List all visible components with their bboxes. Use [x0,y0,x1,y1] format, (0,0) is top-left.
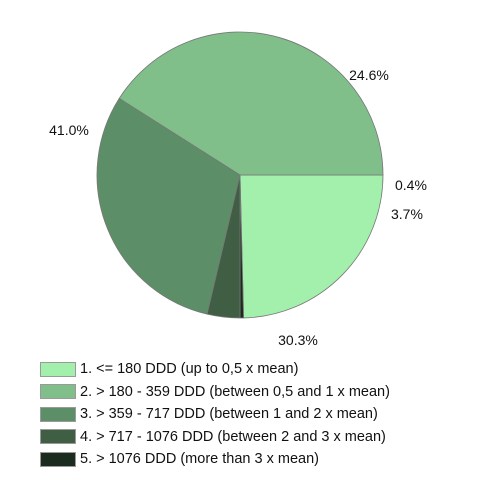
legend-label: 2. > 180 - 359 DDD (between 0,5 and 1 x … [80,383,390,400]
legend-swatch [40,429,76,445]
pie-data-label: 41.0% [49,122,89,138]
legend-swatch [40,361,76,377]
legend-item: 5. > 1076 DDD (more than 3 x mean) [40,448,390,471]
legend-swatch [40,384,76,400]
pie-data-label: 30.3% [278,332,318,348]
chart-legend: 1. <= 180 DDD (up to 0,5 x mean) 2. > 180… [40,358,390,471]
pie-data-labels: 24.6% 0.4% 3.7% 30.3% 41.0% [49,67,427,348]
legend-label: 4. > 717 - 1076 DDD (between 2 and 3 x m… [80,428,386,445]
legend-swatch [40,451,76,467]
legend-item: 3. > 359 - 717 DDD (between 1 and 2 x me… [40,403,390,426]
pie-chart: 24.6% 0.4% 3.7% 30.3% 41.0% [49,31,427,348]
legend-item: 1. <= 180 DDD (up to 0,5 x mean) [40,358,390,381]
legend-label: 5. > 1076 DDD (more than 3 x mean) [80,451,319,468]
legend-label: 1. <= 180 DDD (up to 0,5 x mean) [80,361,299,378]
pie-data-label: 24.6% [349,67,389,83]
legend-swatch [40,406,76,422]
legend-item: 4. > 717 - 1076 DDD (between 2 and 3 x m… [40,426,390,449]
legend-label: 3. > 359 - 717 DDD (between 1 and 2 x me… [80,406,378,423]
pie-slice [118,31,384,176]
pie-data-label: 3.7% [391,206,423,222]
pie-data-label: 0.4% [395,177,427,193]
legend-item: 2. > 180 - 359 DDD (between 0,5 and 1 x … [40,381,390,404]
pie-slices [96,31,384,319]
pie-slice [239,174,384,319]
